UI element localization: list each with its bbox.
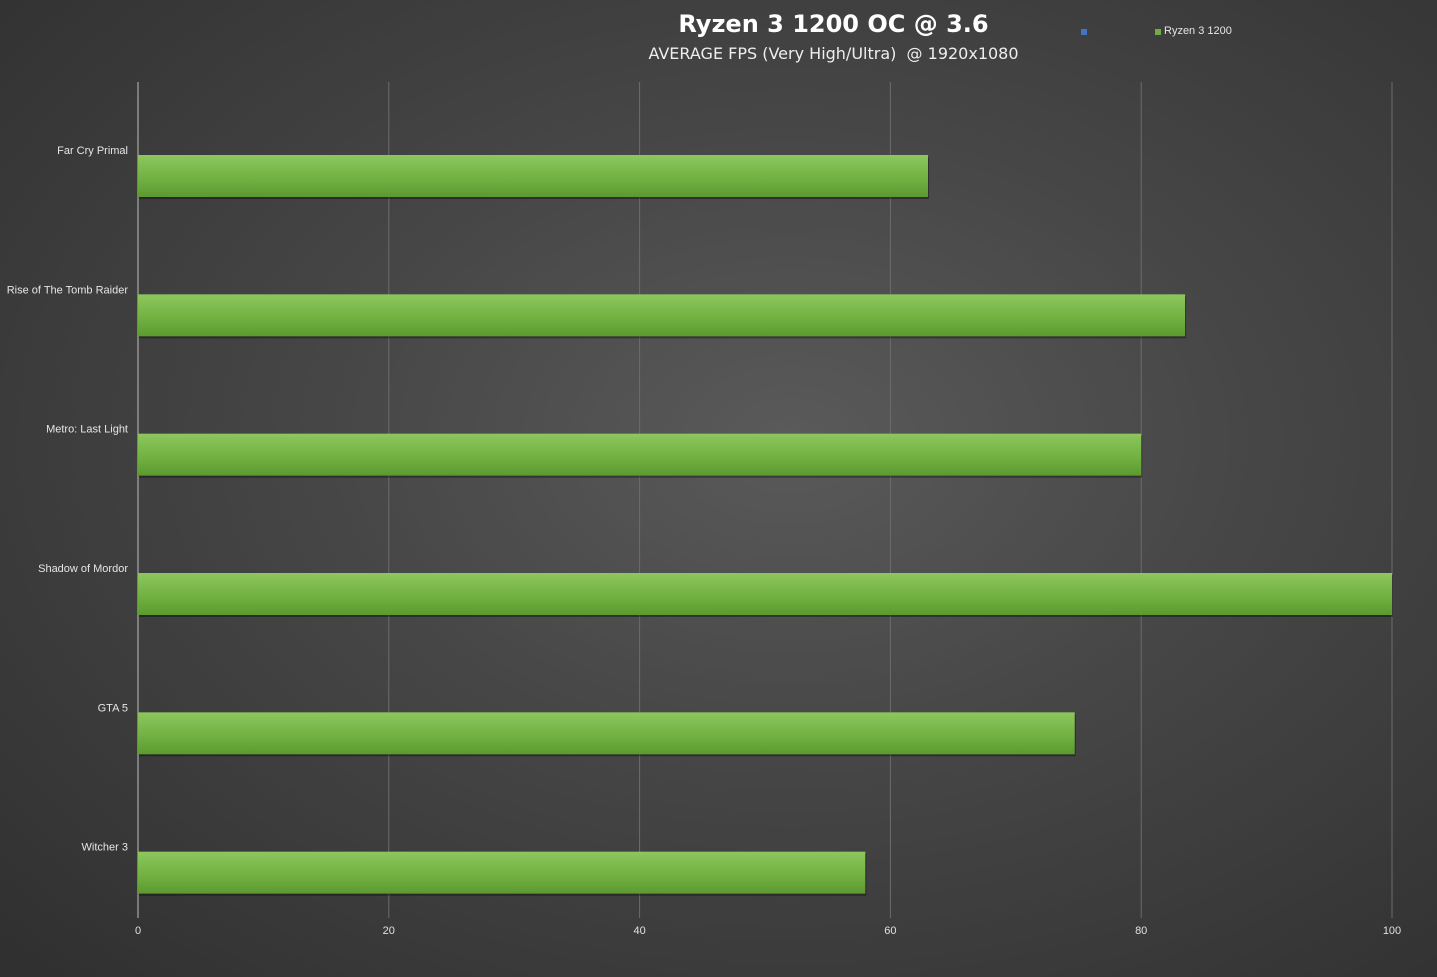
bar	[138, 294, 1186, 337]
legend-marker-ryzen-3-1200	[1155, 29, 1161, 35]
bar	[138, 712, 1075, 755]
bar	[138, 155, 929, 197]
bar	[138, 573, 1392, 615]
y-category-label: Shadow of Mordor	[38, 563, 128, 575]
x-tick-label: 20	[383, 925, 395, 937]
y-category-label: Rise of The Tomb Raider	[7, 284, 129, 296]
legend-label-ryzen-3-1200: Ryzen 3 1200	[1164, 25, 1232, 37]
x-tick-label: 80	[1135, 925, 1147, 937]
legend-marker-blue	[1081, 29, 1087, 35]
y-category-label: Metro: Last Light	[46, 424, 128, 436]
chart-title: Ryzen 3 1200 OC @ 3.6	[678, 10, 989, 38]
y-category-label: Far Cry Primal	[57, 145, 128, 157]
x-tick-label: 100	[1383, 925, 1401, 937]
y-category-label: Witcher 3	[82, 842, 128, 854]
x-tick-label: 40	[633, 925, 645, 937]
bar	[138, 433, 1142, 476]
y-category-label: GTA 5	[98, 702, 128, 714]
bar	[138, 851, 866, 894]
x-tick-label: 0	[135, 925, 141, 937]
chart-subtitle: AVERAGE FPS (Very High/Ultra) @ 1920x108…	[648, 44, 1019, 63]
x-tick-label: 60	[884, 925, 896, 937]
